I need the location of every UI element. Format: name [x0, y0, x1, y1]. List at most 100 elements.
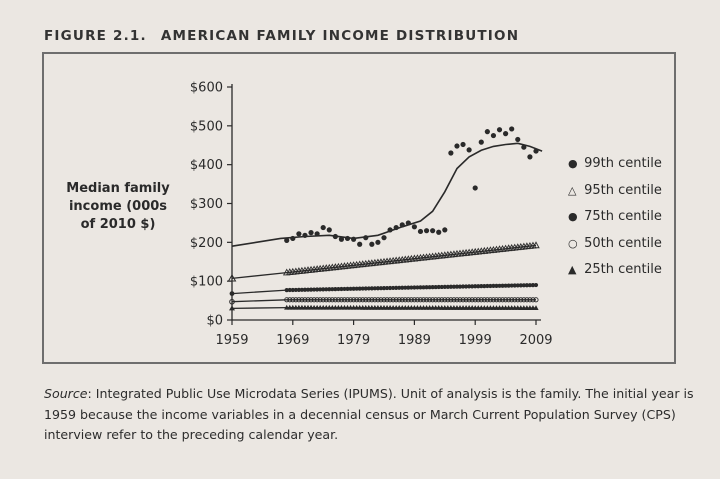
series-95th-trend-line — [231, 244, 537, 280]
series-50th-point — [469, 297, 475, 303]
series-75th-point — [527, 283, 533, 288]
series-75th-point — [457, 284, 463, 289]
series-75th-point — [406, 285, 411, 290]
series-50th-point — [290, 297, 296, 303]
series-99th-point — [442, 227, 448, 233]
series-75th-point — [375, 286, 381, 291]
series-75th-point — [524, 283, 529, 288]
chart-frame — [42, 52, 676, 364]
series-75th-point — [530, 283, 536, 288]
series-50th-point — [420, 297, 427, 303]
series-75th-point — [506, 283, 511, 288]
series-50th-point — [527, 297, 533, 303]
series-75th-point — [308, 287, 314, 292]
series-50th-point — [490, 297, 496, 303]
series-99th-point — [314, 231, 320, 237]
series-50th-point — [493, 297, 500, 303]
series-99th-point — [326, 227, 332, 233]
series-75th-point — [445, 284, 450, 289]
series-99th-point — [484, 129, 490, 135]
series-50th-point — [341, 297, 348, 303]
series-99th-point — [320, 224, 326, 231]
y-tick-label: $600 — [190, 81, 223, 96]
series-75th-point — [448, 284, 453, 289]
series-50th-point — [302, 297, 308, 303]
series-99th-point — [466, 147, 472, 153]
x-tick-label: 1999 — [459, 333, 492, 348]
series-75th-point — [509, 283, 514, 288]
legend: ● 99th centile △ 95th centile ● 75th cen… — [568, 156, 662, 289]
series-75th-point — [485, 283, 490, 289]
y-axis-label-line-2: income (000s — [68, 199, 168, 214]
series-75th-point — [330, 287, 335, 292]
series-50th-point — [296, 297, 302, 303]
legend-item-95th: △ 95th centile — [568, 183, 662, 210]
series-75th-point — [488, 283, 493, 289]
caption-text: : Integrated Public Use Microdata Series… — [44, 386, 694, 442]
series-50th-point — [287, 297, 293, 303]
figure-title: FIGURE 2.1. AMERICAN FAMILY INCOME DISTRI… — [44, 28, 519, 44]
series-50th-point — [381, 297, 387, 303]
series-75th-point — [454, 284, 460, 289]
series-50th-point — [481, 297, 487, 303]
series-75th-point — [473, 284, 478, 289]
y-tick-label: $0 — [206, 314, 223, 329]
series-75th-point — [451, 284, 457, 289]
series-75th-point — [339, 286, 344, 292]
series-50th-point — [433, 297, 439, 303]
series-75th-point — [409, 285, 414, 290]
series-99th-point — [296, 231, 302, 237]
legend-item-75th: ● 75th centile — [568, 209, 662, 236]
legend-label-99th: 99th centile — [584, 156, 662, 171]
series-50th-point — [354, 297, 360, 303]
series-50th-point — [332, 297, 338, 303]
series-50th-point — [417, 297, 424, 303]
series-99th-point — [375, 239, 381, 245]
series-50th-point — [369, 297, 375, 303]
series-50th-point — [414, 297, 420, 303]
series-75th-point — [421, 285, 426, 290]
series-50th-point — [436, 297, 442, 303]
series-75th-point — [302, 287, 308, 292]
series-50th-point — [439, 297, 445, 303]
series-99th-point — [387, 227, 393, 233]
series-99th-trend-line — [231, 142, 543, 247]
series-50th-point — [344, 297, 351, 303]
series-50th-point — [360, 297, 366, 303]
series-99th-point — [430, 228, 436, 234]
series-75th-point — [427, 285, 432, 290]
series-75th-point — [318, 287, 323, 292]
series-75th-point — [497, 283, 502, 288]
series-75th-point — [442, 284, 447, 289]
series-99th-point — [423, 228, 430, 234]
series-75th-point — [397, 285, 402, 290]
series-50th-point — [475, 297, 481, 303]
series-50th-point — [487, 297, 493, 303]
series-50th-point — [305, 297, 311, 303]
series-99th-point — [399, 222, 405, 228]
legend-label-95th: 95th centile — [584, 182, 662, 198]
series-75th-point — [327, 287, 332, 292]
series-50th-point — [338, 297, 344, 303]
series-75th-point — [518, 283, 523, 288]
series-50th-point — [466, 297, 472, 303]
y-tick-label: $500 — [190, 119, 223, 134]
series-99th-point — [381, 235, 387, 241]
series-99th-point — [490, 132, 497, 139]
figure-number: FIGURE 2.1. — [44, 28, 147, 44]
series-75th-point — [284, 287, 289, 293]
series-95th-point — [227, 273, 237, 282]
series-75th-point — [463, 284, 469, 289]
series-50th-point — [378, 297, 384, 303]
series-75th-point — [418, 285, 423, 290]
series-50th-point — [405, 297, 411, 303]
series-99th-point — [496, 127, 503, 133]
series-75th-point — [494, 283, 499, 288]
series-75th-point — [378, 286, 384, 291]
series-75th-point — [384, 285, 390, 291]
series-99th-point — [460, 141, 466, 148]
series-75th-point — [424, 285, 429, 290]
legend-marker-99th: ● — [568, 157, 578, 170]
series-99th-point — [478, 139, 484, 145]
series-75th-point — [500, 283, 505, 288]
